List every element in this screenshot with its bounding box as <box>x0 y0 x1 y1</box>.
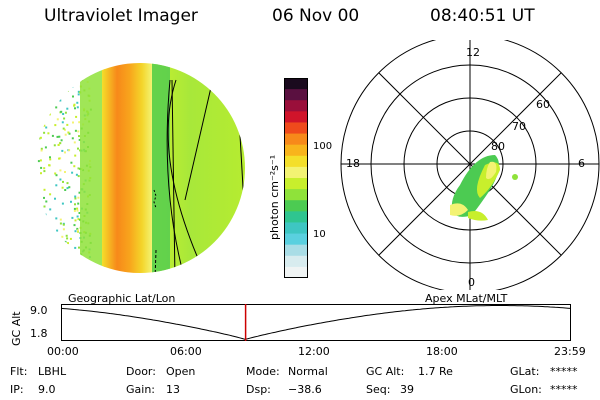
ip-label: IP: <box>10 383 24 396</box>
colorbar-band <box>284 255 308 268</box>
colorbar-unit-label: photon cm⁻²s⁻¹ <box>268 154 281 240</box>
seq-value: 39 <box>400 383 414 396</box>
polar-plot <box>340 40 600 290</box>
colorbar-band <box>284 233 308 246</box>
mlt-label-12: 12 <box>466 46 480 59</box>
lat-label-70: 70 <box>512 120 526 133</box>
orbit-ytick-low: 1.8 <box>30 327 48 340</box>
ip-value: 9.0 <box>38 383 56 396</box>
mlt-label-18: 18 <box>346 157 360 170</box>
orbit-ytick-high: 9.0 <box>30 304 48 317</box>
door-value: Open <box>166 365 196 378</box>
colorbar <box>284 78 308 278</box>
door-label: Door: <box>126 365 156 378</box>
colorbar-tick-10: 10 <box>313 229 326 240</box>
orbit-xtick-1800: 18:00 <box>426 345 458 358</box>
seq-label: Seq: <box>366 383 391 396</box>
mlt-label-0: 0 <box>468 276 475 289</box>
colorbar-band <box>284 100 308 112</box>
orbit-altitude-curve <box>61 305 571 340</box>
colorbar-band <box>284 244 308 257</box>
geographic-label: Geographic Lat/Lon <box>68 292 176 305</box>
gcalt-value: 1.7 Re <box>418 365 453 378</box>
orbit-plot <box>61 304 571 341</box>
flt-label: Flt: <box>10 365 28 378</box>
flt-value: LBHL <box>38 365 67 378</box>
instrument-title: Ultraviolet Imager <box>44 6 198 26</box>
orbit-xtick-1200: 12:00 <box>298 345 330 358</box>
orbit-xtick-0000: 00:00 <box>47 345 79 358</box>
apex-label: Apex MLat/MLT <box>425 292 508 305</box>
colorbar-tick-100: 100 <box>313 141 333 152</box>
colorbar-band <box>284 122 308 135</box>
dsp-value: −38.6 <box>288 383 322 396</box>
observation-date: 06 Nov 00 <box>272 6 360 26</box>
gcalt-label: GC Alt: <box>366 365 405 378</box>
mode-value: Normal <box>288 365 328 378</box>
colorbar-band <box>284 166 308 179</box>
orbit-xtick-0600: 06:00 <box>170 345 202 358</box>
orbit-axis-title: GC Alt <box>10 311 23 346</box>
orbit-xtick-2359: 23:59 <box>554 345 586 358</box>
geographic-image <box>35 63 245 273</box>
glon-value: ***** <box>550 383 578 396</box>
dsp-label: Dsp: <box>246 383 271 396</box>
colorbar-band <box>284 189 308 201</box>
colorbar-band <box>284 144 308 157</box>
lat-label-60: 60 <box>536 98 550 111</box>
gain-value: 13 <box>166 383 180 396</box>
observation-time: 08:40:51 UT <box>430 6 535 26</box>
colorbar-band <box>284 222 308 235</box>
glat-label: GLat: <box>510 365 540 378</box>
colorbar-band <box>284 200 308 212</box>
colorbar-band <box>284 89 308 101</box>
mode-label: Mode: <box>246 365 280 378</box>
colorbar-band <box>284 266 308 278</box>
mlt-label-6: 6 <box>578 157 585 170</box>
glon-label: GLon: <box>510 383 542 396</box>
colorbar-band <box>284 155 308 168</box>
colorbar-band <box>284 111 308 123</box>
colorbar-band <box>284 211 308 223</box>
colorbar-band <box>284 133 308 146</box>
colorbar-band <box>284 78 308 90</box>
lat-label-80: 80 <box>491 140 505 153</box>
glat-value: ***** <box>550 365 578 378</box>
gain-label: Gain: <box>126 383 155 396</box>
colorbar-band <box>284 178 308 190</box>
auroral-oval <box>450 155 518 221</box>
